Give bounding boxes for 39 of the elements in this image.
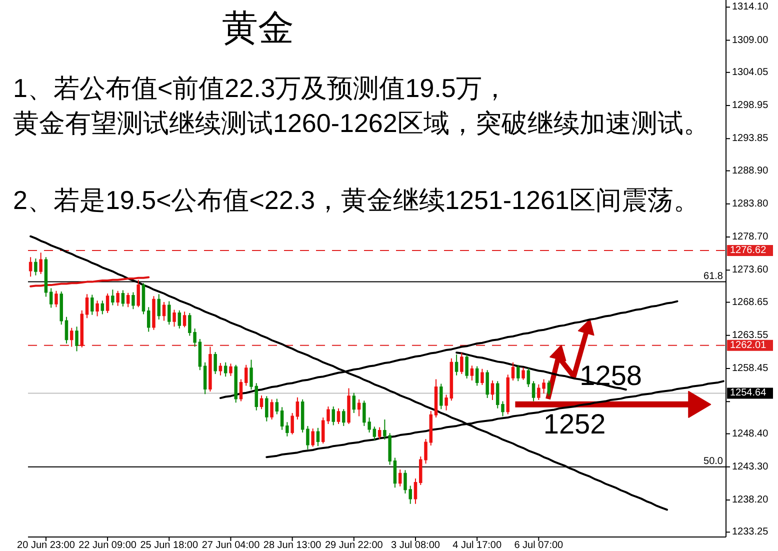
y-tick-label: 1268.65 (732, 296, 769, 308)
price-tag: 1276.62 (727, 245, 773, 256)
y-tick-label: 1293.85 (732, 133, 769, 144)
y-tick-label: 1288.90 (732, 165, 769, 176)
price-tag: 1254.64 (727, 388, 773, 399)
x-tick-label: 22 Jun 09:00 (78, 540, 137, 551)
ref-line-label: 1276.62 (730, 245, 767, 256)
y-tick-label: 1309.00 (732, 34, 769, 46)
y-tick-label: 1238.20 (732, 494, 769, 506)
y-tick-label: 1243.30 (732, 461, 769, 472)
y-tick-label: 1233.25 (732, 526, 769, 538)
annotation: 黄金有望测试继续测试1260-1262区域，突破继续加速测试。 (13, 108, 710, 138)
x-tick-label: 27 Jun 04:00 (202, 540, 260, 551)
y-tick-label: 1258.45 (732, 363, 769, 374)
y-tick-label: 1298.95 (732, 100, 769, 112)
y-tick-label: 1263.55 (732, 330, 769, 341)
ref-line-label: 1262.01 (730, 340, 767, 351)
x-tick-label: 29 Jun 22:00 (324, 540, 384, 551)
annotation: 1、若公布值<前值22.3万及预测值19.5万， (13, 73, 508, 103)
annotation: 50.0 (704, 456, 724, 467)
y-tick-label: 1304.05 (732, 66, 769, 78)
annotation: 1252 (543, 408, 606, 440)
x-tick-label: 3 Jul 08:00 (391, 540, 440, 551)
chart-title: 黄金 (222, 8, 294, 49)
y-tick-label: 1314.10 (732, 2, 769, 13)
y-tick-label: 1273.60 (732, 264, 769, 276)
annotation: 2、若是19.5<公布值<22.3，黄金继续1251-1261区间震荡。 (13, 185, 700, 215)
x-tick-label: 28 Jun 13:00 (263, 540, 322, 551)
y-tick-label: 1248.40 (732, 428, 769, 440)
ref-line-label: 1254.64 (730, 388, 767, 399)
x-tick-label: 4 Jul 17:00 (452, 540, 502, 551)
x-tick-label: 25 Jun 18:00 (140, 540, 198, 551)
y-tick-label: 1283.80 (732, 198, 769, 210)
x-tick-label: 6 Jul 07:00 (514, 540, 564, 551)
y-tick-label: 1278.70 (732, 232, 769, 243)
annotation: 1258 (580, 360, 642, 391)
price-tag: 1262.01 (727, 340, 773, 351)
annotation: 61.8 (704, 270, 724, 282)
x-tick-label: 20 Jun 23:00 (17, 540, 76, 551)
